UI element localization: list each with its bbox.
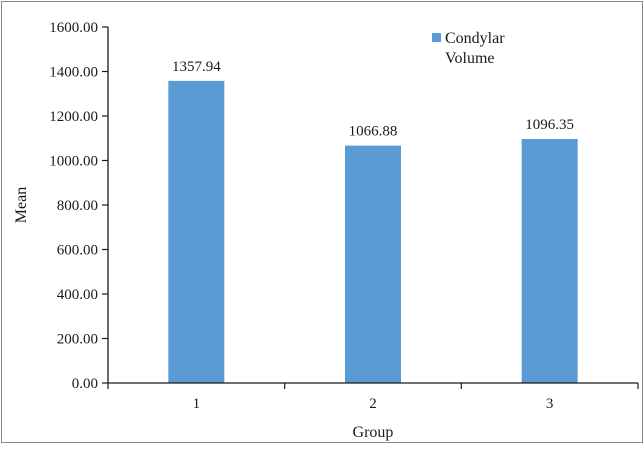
y-tick-label: 1400.00 <box>49 65 98 81</box>
legend: Condylar Volume <box>432 30 505 67</box>
y-tick-label: 1000.00 <box>49 154 98 170</box>
y-tick-label: 1600.00 <box>49 20 98 36</box>
y-tick-label: 800.00 <box>57 198 98 214</box>
legend-label-line1: Condylar <box>445 30 505 47</box>
y-tick-label: 400.00 <box>57 287 98 303</box>
y-tick-label: 1200.00 <box>49 109 98 125</box>
data-labels-group: 1357.94 1066.88 1096.35 <box>172 59 574 140</box>
y-axis-title: Mean <box>13 187 30 223</box>
bar-group-3 <box>521 139 578 383</box>
data-label-group-3: 1096.35 <box>525 117 574 133</box>
legend-swatch-condylar-volume <box>432 33 441 42</box>
x-axis-title: Group <box>353 424 394 441</box>
x-tick-label: 1 <box>193 396 201 412</box>
bar-group-2 <box>345 145 401 383</box>
bars-group <box>168 80 578 384</box>
y-tick-label: 0.00 <box>72 376 98 392</box>
data-label-group-1: 1357.94 <box>172 59 221 75</box>
data-label-group-2: 1066.88 <box>349 124 398 140</box>
y-tick-label: 600.00 <box>57 243 98 259</box>
y-ticks-group: 0.00 200.00 400.00 600.00 800.00 1000.00 1200.… <box>49 20 108 392</box>
x-tick-label: 3 <box>546 396 554 412</box>
legend-label-line2: Volume <box>445 50 494 67</box>
bar-group-1 <box>168 80 225 384</box>
y-tick-label: 200.00 <box>57 332 98 348</box>
x-ticks-group: 1 2 3 <box>107 383 639 412</box>
x-tick-label: 2 <box>369 396 377 412</box>
